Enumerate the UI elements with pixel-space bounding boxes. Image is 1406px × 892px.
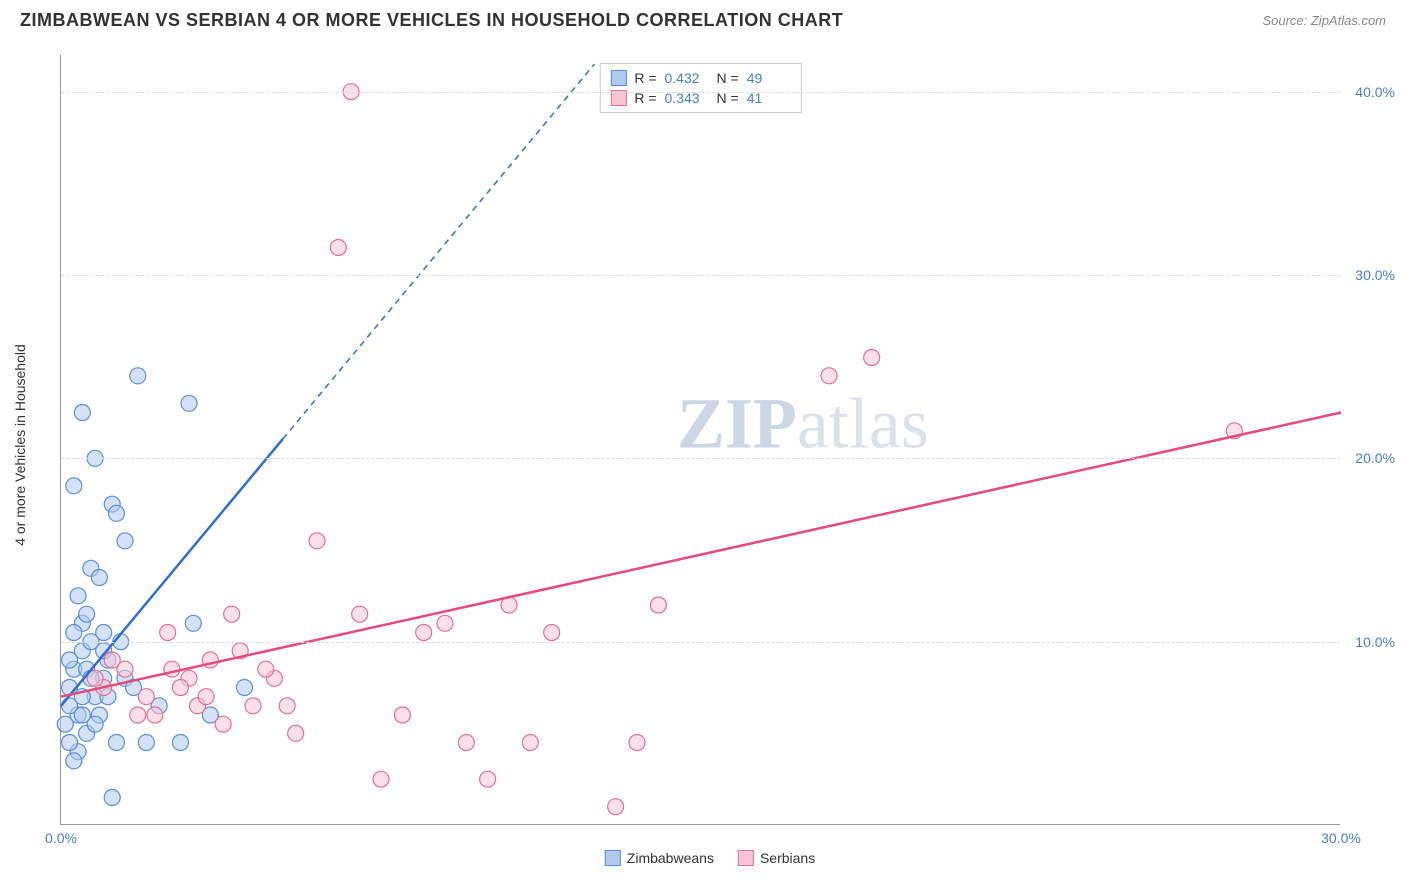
data-point: [74, 707, 90, 723]
y-tick-label: 10.0%: [1355, 634, 1395, 650]
chart-title: ZIMBABWEAN VS SERBIAN 4 OR MORE VEHICLES…: [20, 10, 843, 31]
data-point: [62, 652, 78, 668]
n-label: N =: [717, 70, 739, 86]
data-point: [70, 588, 86, 604]
x-tick-label: 30.0%: [1321, 830, 1361, 846]
data-point: [544, 625, 560, 641]
data-point: [164, 661, 180, 677]
data-point: [91, 570, 107, 586]
data-point: [104, 652, 120, 668]
data-point: [79, 606, 95, 622]
data-point: [288, 725, 304, 741]
data-point: [522, 735, 538, 751]
data-point: [629, 735, 645, 751]
regression-line: [61, 413, 1341, 697]
x-tick-label: 0.0%: [45, 830, 77, 846]
data-point: [108, 735, 124, 751]
data-point: [608, 799, 624, 815]
y-tick-label: 30.0%: [1355, 267, 1395, 283]
data-point: [130, 368, 146, 384]
data-point: [172, 735, 188, 751]
data-point: [330, 240, 346, 256]
y-axis-label: 4 or more Vehicles in Household: [12, 344, 28, 546]
data-point: [66, 625, 82, 641]
legend-item: Serbians: [738, 850, 815, 866]
data-point: [74, 405, 90, 421]
chart-area: 4 or more Vehicles in Household ZIPatlas…: [50, 50, 1370, 840]
legend-label: Serbians: [760, 850, 815, 866]
bottom-legend: Zimbabweans Serbians: [605, 850, 815, 866]
data-point: [57, 716, 73, 732]
data-point: [224, 606, 240, 622]
chart-header: ZIMBABWEAN VS SERBIAN 4 OR MORE VEHICLES…: [0, 0, 1406, 31]
data-point: [458, 735, 474, 751]
gridline: [61, 458, 1340, 459]
stats-legend-box: R =0.432N =49R =0.343N =41: [599, 63, 801, 113]
data-point: [279, 698, 295, 714]
data-point: [147, 707, 163, 723]
data-point: [138, 689, 154, 705]
n-value: 49: [747, 70, 791, 86]
data-point: [66, 753, 82, 769]
plot-region: ZIPatlas R =0.432N =49R =0.343N =41 10.0…: [60, 55, 1340, 825]
legend-swatch: [610, 70, 626, 86]
r-label: R =: [634, 70, 656, 86]
r-value: 0.432: [665, 70, 709, 86]
data-point: [821, 368, 837, 384]
data-point: [373, 771, 389, 787]
legend-swatch: [605, 850, 621, 866]
plot-svg: [61, 55, 1340, 824]
data-point: [108, 505, 124, 521]
regression-line-dashed: [283, 64, 594, 439]
y-tick-label: 40.0%: [1355, 84, 1395, 100]
data-point: [66, 478, 82, 494]
data-point: [172, 680, 188, 696]
data-point: [258, 661, 274, 677]
gridline: [61, 92, 1340, 93]
data-point: [236, 680, 252, 696]
data-point: [138, 735, 154, 751]
data-point: [437, 615, 453, 631]
data-point: [309, 533, 325, 549]
data-point: [181, 395, 197, 411]
data-point: [245, 698, 261, 714]
data-point: [117, 533, 133, 549]
data-point: [394, 707, 410, 723]
data-point: [185, 615, 201, 631]
data-point: [62, 735, 78, 751]
y-tick-label: 20.0%: [1355, 450, 1395, 466]
gridline: [61, 642, 1340, 643]
legend-item: Zimbabweans: [605, 850, 714, 866]
data-point: [480, 771, 496, 787]
data-point: [130, 707, 146, 723]
data-point: [416, 625, 432, 641]
data-point: [198, 689, 214, 705]
data-point: [650, 597, 666, 613]
data-point: [215, 716, 231, 732]
stats-row: R = 0.432 N = 49: [610, 68, 790, 88]
source-attribution: Source: ZipAtlas.com: [1262, 13, 1386, 28]
legend-label: Zimbabweans: [627, 850, 714, 866]
data-point: [864, 350, 880, 366]
legend-swatch: [738, 850, 754, 866]
data-point: [160, 625, 176, 641]
data-point: [104, 790, 120, 806]
data-point: [352, 606, 368, 622]
gridline: [61, 275, 1340, 276]
